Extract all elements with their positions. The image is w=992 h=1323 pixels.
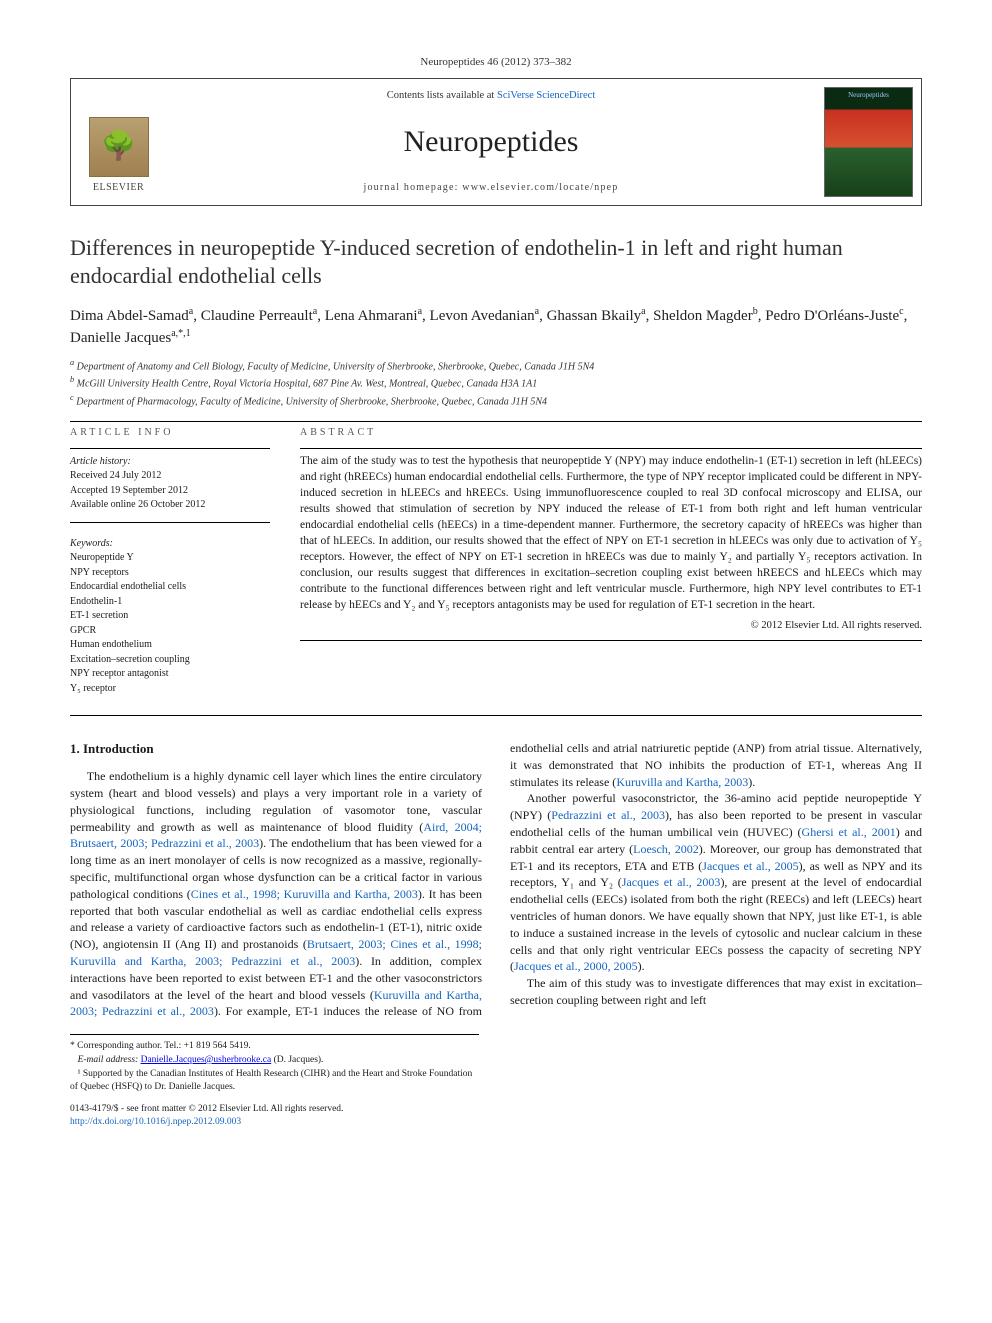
intro-paragraph-3: The aim of this study was to investigate… [510, 975, 922, 1009]
affiliations: a Department of Anatomy and Cell Biology… [70, 357, 922, 409]
sciencedirect-link[interactable]: SciVerse ScienceDirect [497, 90, 595, 101]
corresponding-author: * Corresponding author. Tel.: +1 819 564… [70, 1040, 479, 1053]
abstract-text: The aim of the study was to test the hyp… [300, 453, 922, 614]
citation-link[interactable]: Jacques et al., 2005 [702, 859, 798, 873]
abstract-heading: ABSTRACT [300, 426, 922, 440]
keywords-label: Keywords: [70, 537, 270, 551]
article-info-heading: ARTICLE INFO [70, 426, 270, 440]
journal-cover-thumbnail [824, 87, 913, 197]
divider [70, 448, 270, 449]
article-body: 1. Introduction The endothelium is a hig… [70, 740, 922, 1020]
journal-homepage: journal homepage: www.elsevier.com/locat… [174, 181, 808, 195]
divider [70, 522, 270, 523]
history-received: Received 24 July 2012 [70, 469, 270, 483]
keyword: NPY receptors [70, 566, 270, 580]
history-accepted: Accepted 19 September 2012 [70, 484, 270, 498]
section-heading-intro: 1. Introduction [70, 740, 482, 758]
copyright-line: © 2012 Elsevier Ltd. All rights reserved… [300, 619, 922, 633]
divider [70, 715, 922, 716]
citation-link[interactable]: Pedrazzini et al., 2003 [551, 808, 665, 822]
citation-link[interactable]: Kuruvilla and Kartha, 2003 [616, 775, 748, 789]
email-line: E-mail address: Danielle.Jacques@usherbr… [70, 1054, 479, 1067]
history-online: Available online 26 October 2012 [70, 498, 270, 512]
divider [300, 448, 922, 449]
footnotes: * Corresponding author. Tel.: +1 819 564… [70, 1034, 479, 1093]
doi-link[interactable]: http://dx.doi.org/10.1016/j.npep.2012.09… [70, 1117, 241, 1127]
citation-link[interactable]: Ghersi et al., 2001 [802, 825, 896, 839]
keyword: Neuropeptide Y [70, 551, 270, 565]
keyword: Y₅ receptor [70, 682, 270, 696]
journal-title: Neuropeptides [174, 122, 808, 163]
affiliation-b: b McGill University Health Centre, Royal… [70, 374, 922, 391]
keyword: Excitation–secretion coupling [70, 653, 270, 667]
contents-available: Contents lists available at SciVerse Sci… [174, 89, 808, 103]
article-title: Differences in neuropeptide Y-induced se… [70, 234, 922, 291]
keyword: Endocardial endothelial cells [70, 580, 270, 594]
history-label: Article history: [70, 455, 270, 469]
citation-link[interactable]: Cines et al., 1998; Kuruvilla and Kartha… [191, 887, 418, 901]
email-link[interactable]: Danielle.Jacques@usherbrooke.ca [141, 1055, 272, 1065]
contents-prefix: Contents lists available at [387, 90, 497, 101]
funding-note: ¹ Supported by the Canadian Institutes o… [70, 1068, 479, 1094]
author-list: Dima Abdel-Samada, Claudine Perreaulta, … [70, 305, 922, 349]
intro-paragraph-2: Another powerful vasoconstrictor, the 36… [510, 790, 922, 975]
citation-link[interactable]: Jacques et al., 2000, 2005 [514, 959, 638, 973]
affiliation-a: a Department of Anatomy and Cell Biology… [70, 357, 922, 374]
keyword: NPY receptor antagonist [70, 667, 270, 681]
divider [300, 640, 922, 641]
front-matter-line: 0143-4179/$ - see front matter © 2012 El… [70, 1103, 343, 1116]
citation-link[interactable]: Loesch, 2002 [633, 842, 699, 856]
journal-header: 🌳 ELSEVIER Contents lists available at S… [70, 78, 922, 206]
keyword: Endothelin-1 [70, 595, 270, 609]
keyword: Human endothelium [70, 638, 270, 652]
citation-link[interactable]: Jacques et al., 2003 [622, 875, 721, 889]
publisher-label: ELSEVIER [93, 181, 144, 195]
keyword: ET-1 secretion [70, 609, 270, 623]
affiliation-c: c Department of Pharmacology, Faculty of… [70, 392, 922, 409]
elsevier-logo-icon: 🌳 [89, 117, 149, 177]
page-footer: 0143-4179/$ - see front matter © 2012 El… [70, 1103, 922, 1129]
divider [70, 421, 922, 422]
citation-line: Neuropeptides 46 (2012) 373–382 [70, 55, 922, 70]
keyword: GPCR [70, 624, 270, 638]
